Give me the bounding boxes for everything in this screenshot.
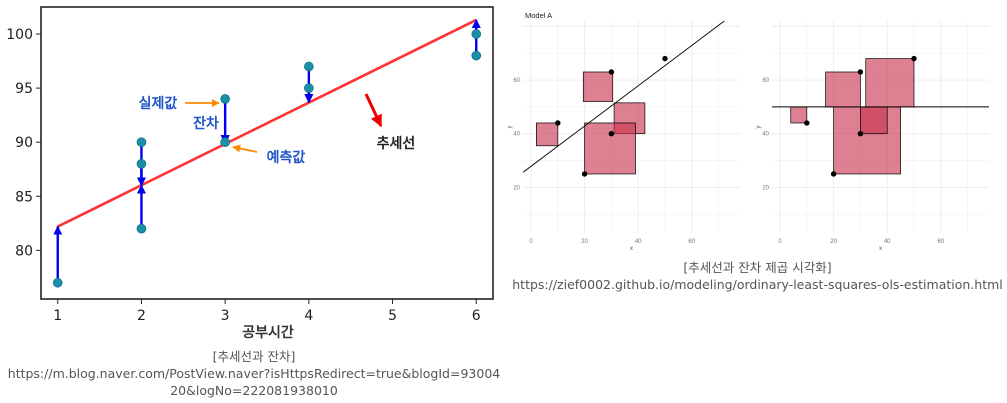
y-tick-label: 100 (6, 27, 33, 43)
x-axis-label: x (879, 246, 882, 252)
actual-point (471, 50, 482, 61)
right-caption-title: [추세선과 잔차 제곱 시각화] (683, 260, 832, 275)
trend-line (57, 18, 477, 228)
actual-point (304, 61, 314, 72)
left-caption-title: [추세선과 잔차] (212, 349, 296, 364)
regression-line (523, 21, 726, 173)
ols-panel-1: 0 20 40 60 20 40 60 x y Model A (508, 11, 740, 252)
data-point (830, 171, 837, 177)
actual-point (471, 29, 482, 39)
residual-square (536, 122, 559, 147)
x-axis-label: x (630, 246, 633, 252)
x-tick-label: 1 (53, 308, 62, 324)
y-tick-label: 90 (15, 135, 33, 151)
data-point (555, 120, 561, 126)
actual-point (136, 159, 147, 169)
x-tick-label: 0 (529, 239, 533, 245)
actual-point (304, 83, 314, 93)
annotation-residual: 잔차 (193, 115, 219, 132)
y-tick-label: 80 (15, 243, 33, 259)
annotation-actual: 실제값 (139, 96, 178, 112)
actual-point (220, 94, 230, 104)
residual-square (860, 106, 888, 135)
x-tick-label: 4 (304, 308, 313, 324)
data-point (608, 69, 615, 75)
y-tick-label: 20 (762, 185, 769, 191)
trend-label-arrow (364, 93, 383, 128)
x-tick-label: 5 (388, 308, 397, 324)
ols-panel-2: 0 20 40 60 20 40 60 x y (756, 21, 989, 252)
residual-square (865, 58, 915, 108)
y-tick-label: 60 (513, 78, 520, 84)
residual-square (825, 71, 861, 108)
plot-frame (40, 6, 494, 300)
residual-square (582, 71, 614, 102)
actual-point (136, 223, 147, 234)
data-point (581, 171, 588, 177)
y-tick-label: 20 (513, 185, 520, 191)
x-tick-label: 60 (937, 239, 944, 245)
data-point (857, 131, 864, 137)
x-tick-label: 2 (137, 308, 146, 324)
x-tick-label: 6 (472, 308, 481, 324)
left-figure-caption: [추세선과 잔차] https://m.blog.naver.com/PostV… (0, 348, 508, 399)
x-tick-label: 40 (635, 239, 642, 245)
x-tick-label: 3 (221, 308, 230, 324)
x-tick-label: 60 (688, 239, 695, 245)
actual-point (220, 137, 230, 147)
residual-square (584, 122, 636, 175)
y-axis-label: y (508, 126, 513, 129)
left-caption-url: https://m.blog.naver.com/PostView.naver?… (7, 366, 501, 398)
x-axis-label: 공부시간 (242, 324, 294, 341)
x-tick-label: 20 (830, 239, 837, 245)
y-tick-label: 40 (762, 132, 769, 138)
annotation-predicted-arrow (232, 144, 258, 153)
right-figure-caption: [추세선과 잔차 제곱 시각화] https://zief0002.github… (508, 259, 1007, 293)
right-caption-url: https://zief0002.github.io/modeling/ordi… (512, 277, 1003, 292)
x-tick-label: 40 (884, 239, 891, 245)
data-point (608, 131, 615, 137)
data-point (911, 55, 917, 62)
y-axis-label: y (756, 126, 762, 129)
y-tick-label: 85 (15, 189, 33, 205)
residual-square (790, 106, 808, 124)
data-point (804, 120, 810, 126)
annotation-trend: 추세선 (377, 136, 416, 152)
data-point (857, 69, 864, 75)
y-tick-label: 60 (762, 78, 769, 84)
data-point (662, 55, 668, 62)
annotation-predicted: 예측값 (267, 150, 306, 166)
actual-point (52, 277, 63, 288)
actual-point (136, 137, 147, 147)
x-tick-label: 0 (778, 239, 782, 245)
panel-title: Model A (525, 11, 552, 20)
x-tick-label: 20 (581, 239, 588, 245)
y-tick-label: 95 (15, 81, 33, 97)
ols-visualization: 0 20 40 60 20 40 60 x y Model A 0 20 40 60 20 40 60 x y (508, 11, 989, 252)
y-tick-label: 40 (513, 132, 520, 138)
